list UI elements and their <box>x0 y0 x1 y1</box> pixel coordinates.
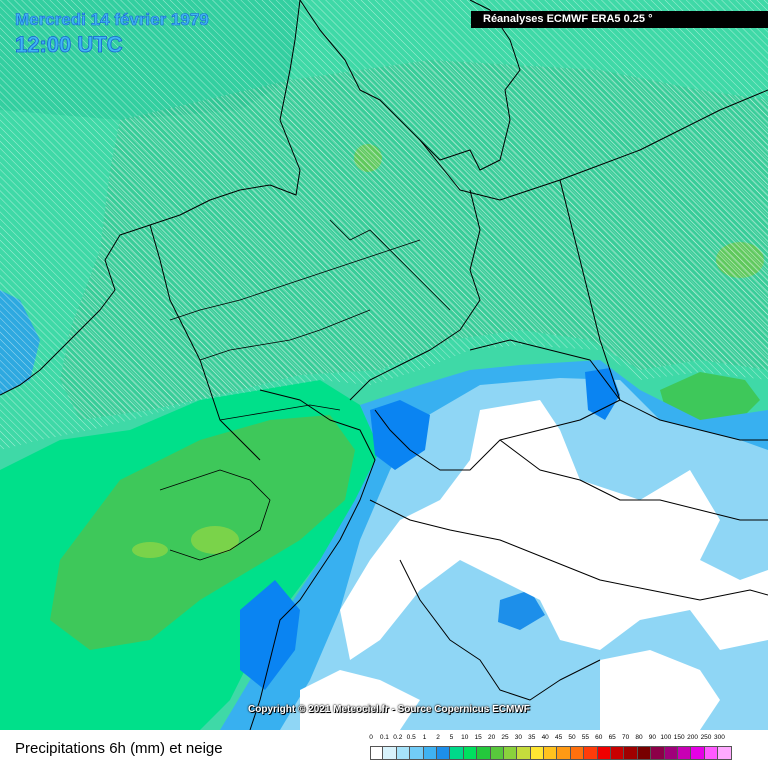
legend-swatch <box>477 746 491 760</box>
legend-swatch <box>597 746 612 760</box>
legend-label: 250 <box>700 734 712 741</box>
border-germany-poland <box>559 179 621 401</box>
legend-swatch <box>517 746 531 760</box>
legend-label: 45 <box>554 734 563 741</box>
precip-spot-deepblue-2 <box>585 368 620 420</box>
legend-swatch <box>704 746 719 760</box>
borders <box>0 0 768 730</box>
legend-swatch <box>637 746 652 760</box>
border-italy <box>399 559 601 701</box>
legend-label: 200 <box>687 734 699 741</box>
legend-swatch <box>651 746 665 760</box>
border-regions-1 <box>169 239 421 321</box>
border-poland-south <box>619 399 768 441</box>
coastline-baltic <box>419 89 768 201</box>
map-time: 12:00 UTC <box>15 32 123 58</box>
legend-swatch <box>584 746 598 760</box>
legend-label: 65 <box>608 734 616 741</box>
color-legend: 0 0.1 0.2 0.5 1 2 5 10 15 20 25 30 35 40 45 50 55 60 65 70 8… <box>369 734 750 764</box>
legend-label: 100 <box>660 734 672 741</box>
border-alps <box>369 499 768 601</box>
border-france-germany <box>249 389 376 730</box>
legend-swatch <box>677 746 692 760</box>
legend-swatch <box>436 746 451 760</box>
legend-swatch <box>396 746 411 760</box>
precip-spot-deepblue-1 <box>370 400 430 470</box>
legend-swatch <box>383 746 397 760</box>
border-austria <box>499 439 768 521</box>
legend-label: 2 <box>436 734 440 741</box>
legend-swatch <box>611 746 625 760</box>
map-date: Mercredi 14 février 1979 <box>15 10 209 30</box>
legend-label: 25 <box>501 734 509 741</box>
dry-zone-central <box>340 400 768 660</box>
legend-swatch <box>718 746 732 760</box>
dry-zone-southeast <box>600 650 720 730</box>
legend-label: 0.2 <box>393 734 403 741</box>
border-regions-2 <box>199 309 371 361</box>
border-czech <box>374 339 621 471</box>
coastline-denmark <box>299 0 521 171</box>
legend-label: 0 <box>369 734 373 741</box>
precip-spot-yellowgreen-2 <box>132 542 168 558</box>
precip-spot-deepblue-4 <box>498 590 545 630</box>
data-source-label: Réanalyses ECMWF ERA5 0.25 ° <box>471 11 768 28</box>
legend-swatch <box>463 746 478 760</box>
legend-label: 20 <box>487 734 496 741</box>
legend-label: 0.1 <box>379 734 389 741</box>
copyright-notice: Copyright © 2021 Meteociel.fr - Source C… <box>248 704 530 715</box>
dry-zone-south <box>300 670 420 730</box>
legend-label: 40 <box>541 734 549 741</box>
legend-label: 0.5 <box>406 734 416 741</box>
snow-hatch-area-dense <box>60 60 768 420</box>
legend-label: 5 <box>449 734 454 741</box>
legend-label: 80 <box>635 734 643 741</box>
border-germany-east <box>349 189 481 401</box>
legend-swatch <box>490 746 504 760</box>
legend-swatch <box>370 746 384 760</box>
legend-label: 70 <box>621 734 630 741</box>
precipitation-map <box>0 0 768 730</box>
legend-swatch <box>450 746 464 760</box>
map-parameter-title: Precipitations 6h (mm) et neige <box>15 740 223 757</box>
legend-label: 1 <box>422 734 427 741</box>
legend-label: 15 <box>474 734 482 741</box>
legend-label: 55 <box>581 734 590 741</box>
legend-swatch <box>664 746 678 760</box>
legend-swatch <box>624 746 638 760</box>
legend-label: 30 <box>514 734 523 741</box>
legend-labels: 0 0.1 0.2 0.5 1 2 5 10 15 20 25 30 35 40 45 50 55 60 65 70 8… <box>369 734 750 744</box>
border-regions-5 <box>329 219 451 311</box>
coastline-north-sea <box>0 0 301 396</box>
precip-spot-yellowgreen-1 <box>191 526 239 554</box>
legend-swatch <box>557 746 571 760</box>
precip-spot-deepblue-3 <box>240 580 300 690</box>
legend-label: 300 <box>713 734 725 741</box>
legend-swatch <box>410 746 424 760</box>
legend-swatch <box>691 746 705 760</box>
legend-swatch <box>530 746 545 760</box>
legend-swatch <box>423 746 437 760</box>
legend-label: 60 <box>595 734 603 741</box>
legend-label: 50 <box>568 734 576 741</box>
legend-label: 35 <box>528 734 536 741</box>
legend-swatch <box>503 746 518 760</box>
legend-swatch <box>544 746 558 760</box>
legend-swatch <box>570 746 585 760</box>
legend-swatches <box>370 746 732 760</box>
border-regions-3 <box>219 404 341 421</box>
legend-label: 150 <box>673 734 685 741</box>
legend-label: 10 <box>461 734 469 741</box>
border-regions-4 <box>159 469 271 561</box>
legend-label: 90 <box>648 734 657 741</box>
